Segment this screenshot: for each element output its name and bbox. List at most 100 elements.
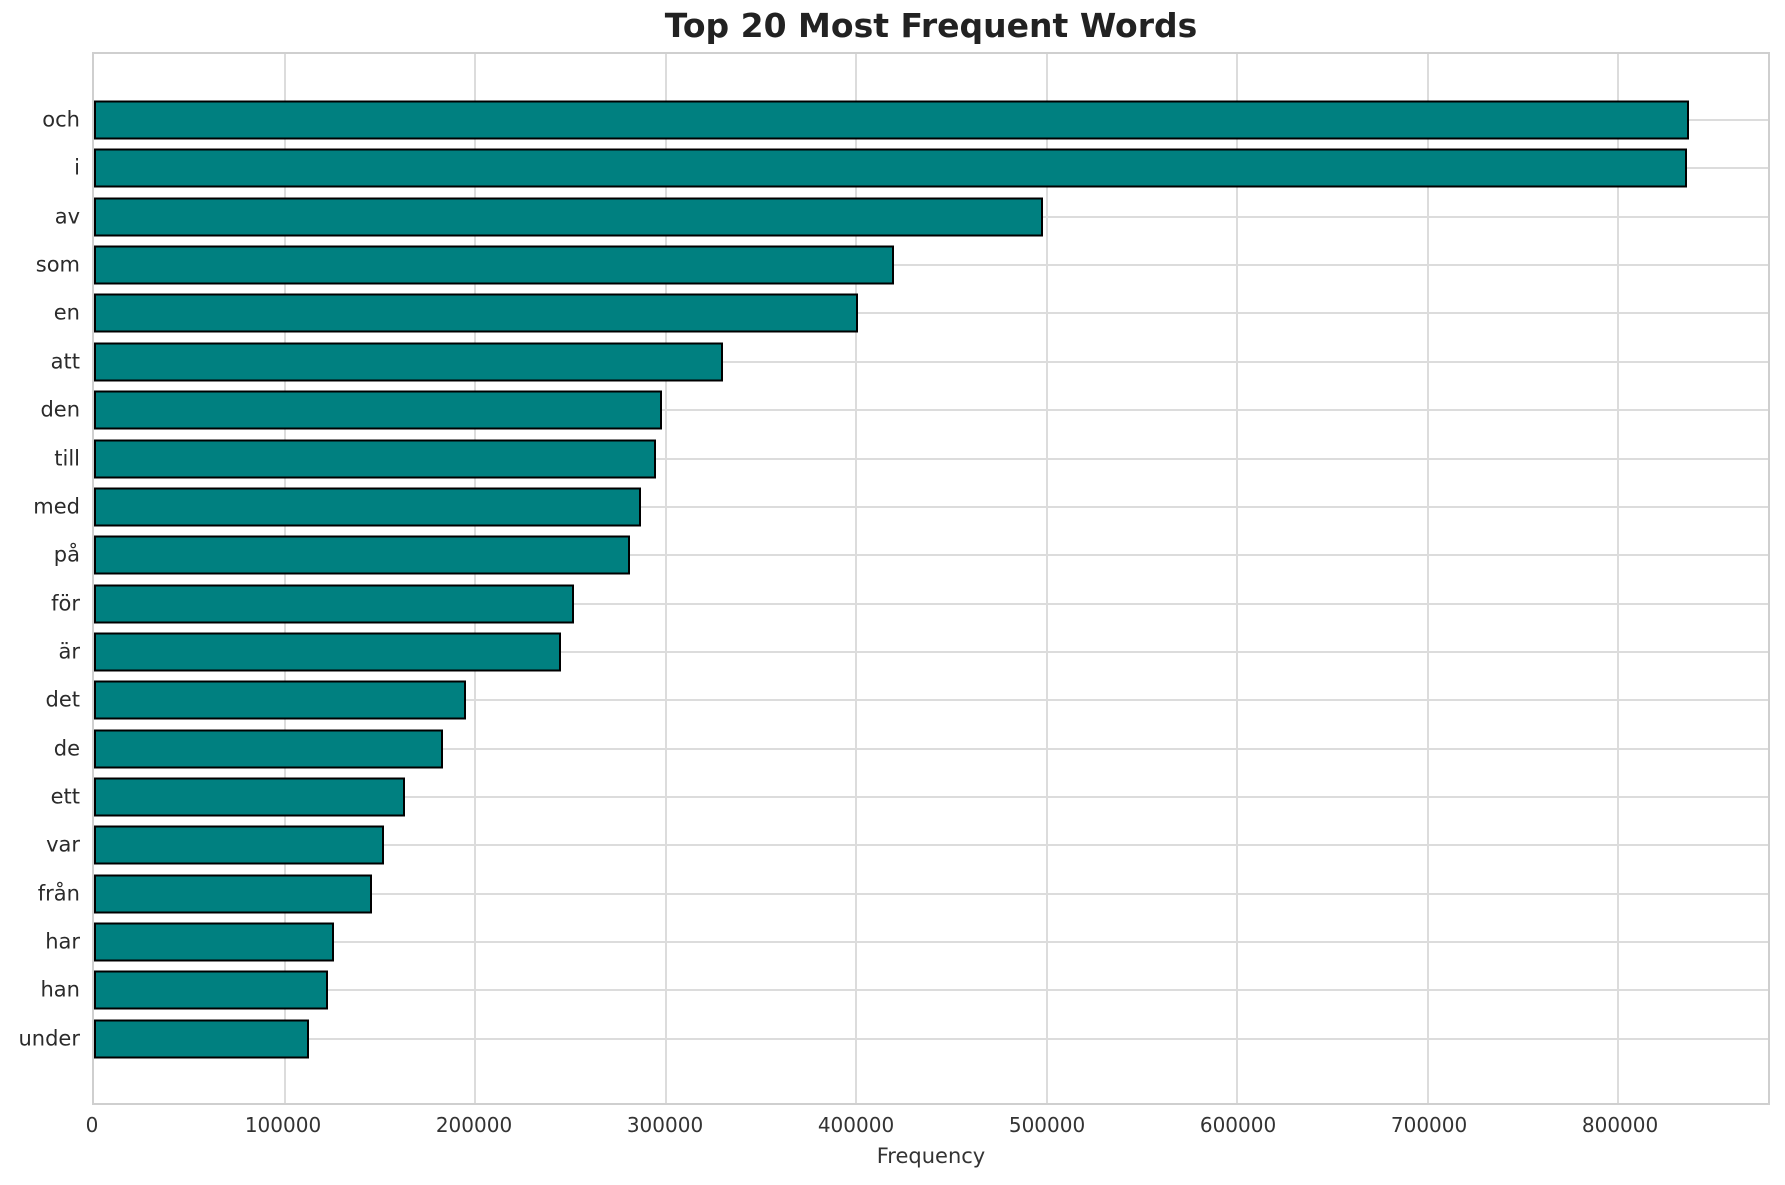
- gridline-y: [94, 747, 1768, 750]
- gridline-y: [94, 360, 1768, 363]
- gridline-y: [94, 264, 1768, 267]
- y-tick-label-av: av: [54, 204, 80, 229]
- gridline-y: [94, 1037, 1768, 1040]
- bar-från: [94, 874, 373, 914]
- gridline-y: [94, 602, 1768, 605]
- x-tick-label-500000: 500000: [1008, 1113, 1086, 1137]
- gridline-y: [94, 312, 1768, 315]
- bar-de: [94, 729, 443, 769]
- bar-row-att: att: [51, 338, 1768, 386]
- y-tick-label-under: under: [18, 1026, 80, 1051]
- bar-av: [94, 197, 1043, 237]
- x-axis-label: Frequency: [876, 1144, 986, 1168]
- bar-han: [94, 970, 329, 1010]
- y-tick-label-som: som: [35, 252, 80, 277]
- bar-row-de: de: [54, 725, 1768, 773]
- bar-row-av: av: [55, 193, 1768, 241]
- gridline-x-500000: [1045, 54, 1048, 1103]
- bar-under: [94, 1019, 310, 1059]
- y-tick-label-att: att: [50, 349, 80, 374]
- x-axis-ticks: 0 100000 200000 300000 400000 500000 600000 700…: [86, 1113, 1770, 1141]
- bar-row-för: för: [51, 580, 1768, 628]
- bar-och: [94, 100, 1689, 140]
- gridline-y: [94, 796, 1768, 799]
- y-tick-label-han: han: [40, 977, 81, 1002]
- bar-row-till: till: [54, 435, 1768, 483]
- bar-row-han: han: [41, 966, 1768, 1014]
- y-tick-label-med: med: [33, 494, 80, 519]
- bar-på: [94, 535, 630, 575]
- gridline-x-400000: [855, 54, 858, 1103]
- bar-med: [94, 487, 641, 527]
- gridline-x-700000: [1426, 54, 1429, 1103]
- gridline-y: [94, 844, 1768, 847]
- gridline-y: [94, 650, 1768, 653]
- y-tick-label-den: den: [40, 397, 80, 422]
- gridline-y: [94, 699, 1768, 702]
- x-tick-label-700000: 700000: [1390, 1113, 1468, 1137]
- bar-rows: och i av som en att den till med på för är det de ett v…: [18, 96, 1768, 1063]
- y-tick-label-var: var: [46, 832, 80, 857]
- bar-som: [94, 245, 895, 285]
- gridline-x-300000: [664, 54, 667, 1103]
- gridline-y: [94, 892, 1768, 895]
- bar-att: [94, 342, 723, 382]
- plot-area: och i av som en att den till med på för är det de ett v…: [18, 52, 1770, 1105]
- y-tick-label-har: har: [45, 929, 80, 954]
- bar-row-det: det: [46, 676, 1768, 724]
- y-tick-label-det: det: [45, 687, 80, 712]
- bar-row-har: har: [45, 918, 1768, 966]
- gridline-x-100000: [283, 54, 286, 1103]
- gridline-x-600000: [1236, 54, 1239, 1103]
- chart-title: Top 20 Most Frequent Words: [664, 6, 1198, 45]
- bar-det: [94, 680, 466, 720]
- bar-den: [94, 390, 662, 430]
- bar-för: [94, 584, 575, 624]
- y-tick-label-i: i: [74, 155, 80, 180]
- bar-en: [94, 293, 859, 333]
- gridline-y: [94, 457, 1768, 460]
- y-tick-label-till: till: [54, 445, 80, 470]
- bar-row-under: under: [18, 1015, 1768, 1063]
- gridline-y: [94, 554, 1768, 557]
- x-tick-label-400000: 400000: [817, 1113, 895, 1137]
- x-tick-label-600000: 600000: [1199, 1113, 1277, 1137]
- y-tick-label-på: på: [53, 542, 80, 567]
- bar-row-den: den: [40, 386, 1768, 434]
- gridline-y: [94, 941, 1768, 944]
- x-gridlines: [94, 54, 1768, 1103]
- y-tick-label-de: de: [53, 736, 80, 761]
- bar-row-på: på: [54, 531, 1768, 579]
- bar-row-i: i: [74, 144, 1768, 192]
- x-tick-label-200000: 200000: [435, 1113, 513, 1137]
- y-tick-label-och: och: [42, 107, 80, 132]
- y-tick-label-ett: ett: [50, 784, 80, 809]
- y-tick-label-från: från: [37, 881, 80, 906]
- bar-row-var: var: [46, 821, 1768, 869]
- bar-i: [94, 148, 1687, 188]
- x-tick-label-300000: 300000: [626, 1113, 704, 1137]
- x-tick-label-100000: 100000: [244, 1113, 322, 1137]
- bar-row-som: som: [36, 241, 1768, 289]
- bar-var: [94, 825, 384, 865]
- gridline-y: [94, 409, 1768, 412]
- bar-till: [94, 439, 657, 479]
- bar-row-och: och: [42, 96, 1768, 144]
- y-tick-label-för: för: [51, 591, 80, 616]
- bar-row-en: en: [54, 289, 1768, 337]
- gridline-y: [94, 989, 1768, 992]
- x-tick-label-800000: 800000: [1581, 1113, 1659, 1137]
- y-tick-label-är: är: [58, 639, 80, 664]
- bar-row-ett: ett: [51, 773, 1768, 821]
- y-tick-label-en: en: [53, 300, 80, 325]
- gridline-y: [94, 505, 1768, 508]
- bar-ett: [94, 777, 405, 817]
- gridline-x-800000: [1617, 54, 1620, 1103]
- bar-row-från: från: [38, 870, 1768, 918]
- bar-har: [94, 922, 335, 962]
- bar-row-är: är: [58, 628, 1768, 676]
- bar-är: [94, 632, 561, 672]
- x-tick-label-0: 0: [85, 1113, 99, 1137]
- bar-row-med: med: [33, 483, 1768, 531]
